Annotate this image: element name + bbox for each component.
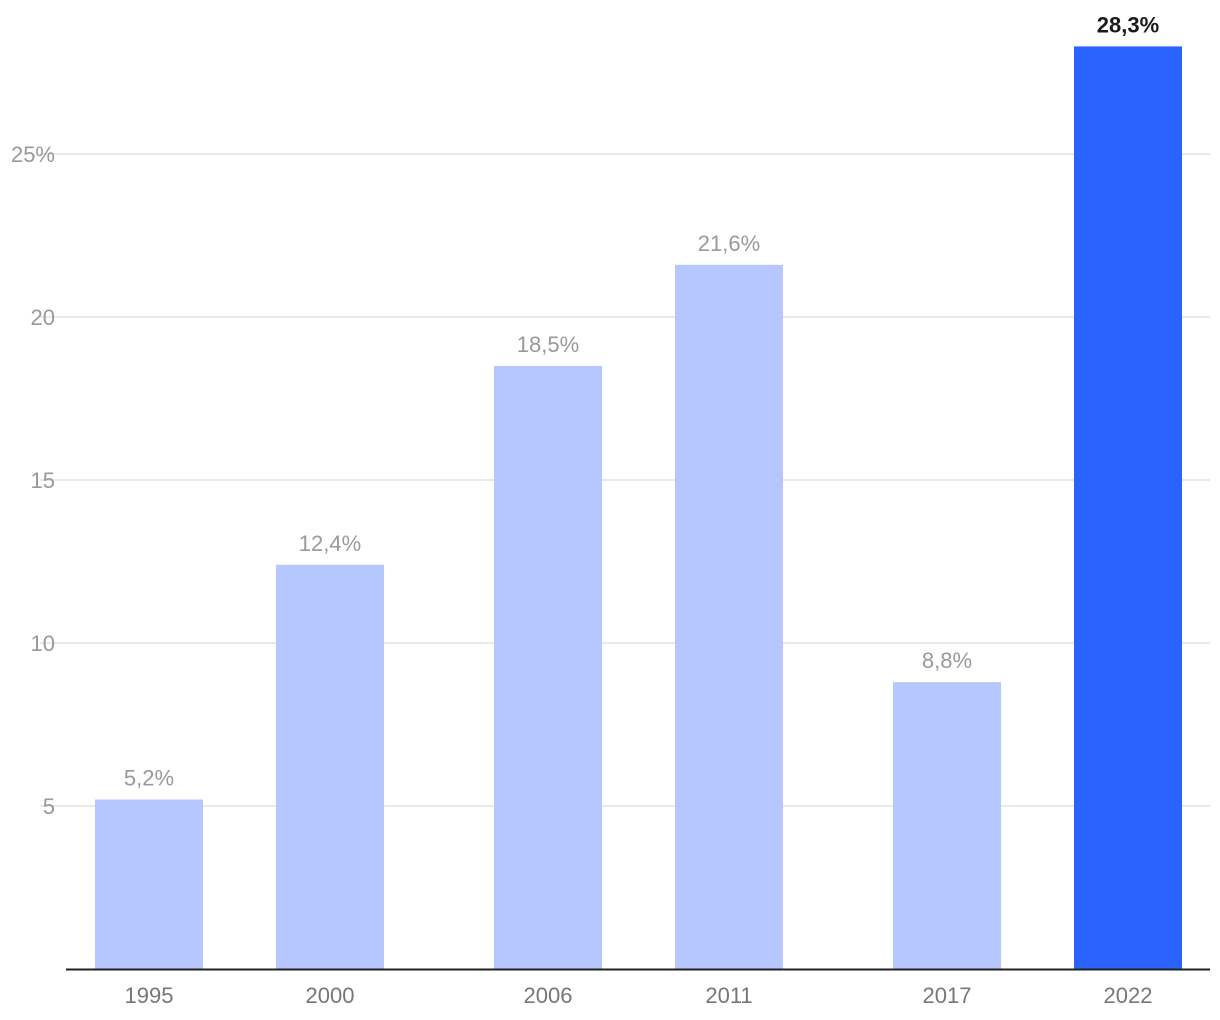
y-axis-ticks: 5 10 15 20 25% bbox=[11, 142, 55, 819]
x-tick-label-1995: 1995 bbox=[125, 983, 174, 1008]
y-tick-label: 25% bbox=[11, 142, 55, 167]
data-labels: 5,2% 12,4% 18,5% 21,6% 8,8% 28,3% bbox=[124, 12, 1159, 790]
data-label-2017: 8,8% bbox=[922, 648, 972, 673]
y-tick-label: 5 bbox=[43, 794, 55, 819]
bar-2022 bbox=[1074, 46, 1182, 970]
x-axis-labels: 1995 2000 2006 2011 2017 2022 bbox=[125, 983, 1153, 1008]
y-tick-label: 15 bbox=[31, 468, 55, 493]
x-tick-label-2011: 2011 bbox=[705, 983, 752, 1008]
data-label-2000: 12,4% bbox=[299, 531, 361, 556]
data-label-2011: 21,6% bbox=[698, 231, 760, 256]
bar-1995 bbox=[95, 799, 203, 969]
gridlines bbox=[40, 153, 1210, 807]
x-tick-label-2006: 2006 bbox=[524, 983, 573, 1008]
bar-2011 bbox=[675, 264, 783, 970]
bar-2006 bbox=[494, 365, 602, 969]
y-tick-label: 20 bbox=[31, 305, 55, 330]
data-label-2022: 28,3% bbox=[1097, 12, 1159, 37]
x-tick-label-2022: 2022 bbox=[1104, 983, 1153, 1008]
x-tick-label-2017: 2017 bbox=[923, 983, 972, 1008]
data-label-1995: 5,2% bbox=[124, 765, 174, 790]
bar-2017 bbox=[893, 682, 1001, 969]
y-tick-label: 10 bbox=[31, 631, 55, 656]
bars bbox=[95, 46, 1182, 970]
x-tick-label-2000: 2000 bbox=[306, 983, 355, 1008]
bar-2000 bbox=[276, 564, 384, 969]
data-label-2006: 18,5% bbox=[517, 332, 579, 357]
